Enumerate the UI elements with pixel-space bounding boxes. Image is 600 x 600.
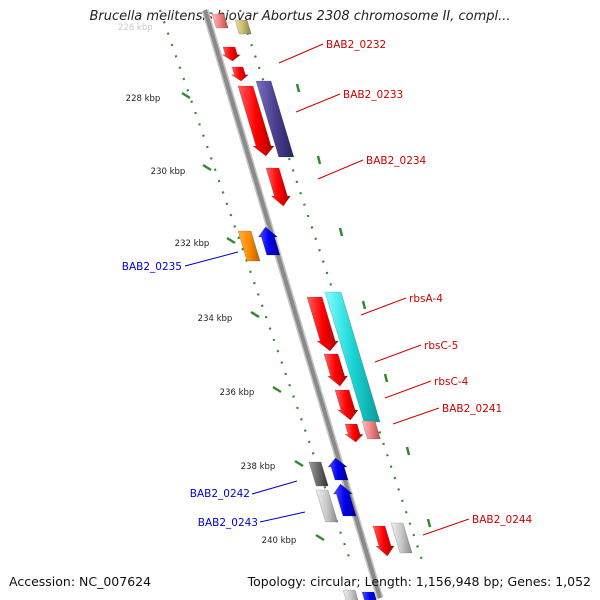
tick-mark-left	[294, 459, 304, 468]
gene-label[interactable]: BAB2_0235	[122, 261, 182, 273]
gene-label-leader	[422, 518, 470, 536]
gene-label[interactable]: BAB2_0232	[326, 39, 386, 51]
gene-label-leader	[360, 297, 407, 316]
tick-mark-right	[383, 373, 389, 383]
tick-mark-left	[226, 236, 236, 245]
gene-label-leader	[278, 43, 324, 64]
tick-label: 234 kbp	[198, 314, 233, 324]
gene-label[interactable]: rbsA-4	[409, 293, 443, 305]
tick-mark-left	[272, 385, 282, 394]
gene-label[interactable]: BAB2_0244	[472, 514, 533, 526]
gene-feature[interactable]	[234, 19, 252, 35]
tick-mark-left	[315, 533, 325, 542]
tick-mark-right	[405, 446, 411, 456]
left-dotted-guide	[158, 9, 352, 561]
gene-feature[interactable]	[237, 230, 261, 262]
gene-label[interactable]: rbsC-5	[424, 340, 458, 352]
gene-label[interactable]: BAB2_0241	[442, 403, 502, 415]
gene-feature[interactable]	[306, 296, 339, 352]
tick-label: 236 kbp	[220, 388, 255, 398]
tick-label: 240 kbp	[262, 536, 297, 546]
gene-label-leader	[317, 159, 364, 180]
gene-feature[interactable]	[315, 489, 339, 523]
svg-text:226 kbp: 226 kbp	[118, 23, 153, 33]
gene-label[interactable]: BAB2_0243	[198, 517, 258, 529]
tick-mark-right	[316, 155, 322, 165]
gene-feature[interactable]	[332, 483, 357, 517]
gene-label[interactable]: BAB2_0233	[343, 89, 403, 101]
gene-label-leader	[251, 480, 298, 495]
tick-label: 228 kbp	[126, 94, 161, 104]
tick-label: 238 kbp	[241, 462, 276, 472]
gene-feature[interactable]	[237, 85, 275, 157]
gene-label-leader	[259, 511, 306, 523]
gene-label-leader	[384, 380, 432, 399]
gene-feature[interactable]	[255, 80, 295, 158]
map-title: Brucella melitensis biovar Abortus 2308 …	[89, 9, 511, 24]
gene-feature[interactable]	[211, 13, 229, 29]
gene-feature[interactable]	[327, 457, 349, 481]
gene-label[interactable]: rbsC-4	[434, 376, 469, 388]
gene-label-leader	[392, 407, 440, 425]
tick-mark-left	[202, 163, 212, 172]
gene-feature[interactable]	[361, 420, 381, 440]
gene-label-leader	[374, 344, 422, 363]
gene-label-leader	[184, 251, 239, 267]
gene-feature[interactable]	[265, 167, 291, 207]
gene-feature[interactable]	[221, 46, 242, 62]
tick-label: 230 kbp	[151, 167, 186, 177]
gene-feature[interactable]	[324, 291, 381, 423]
gene-feature[interactable]	[342, 589, 359, 600]
gene-label-leader	[295, 93, 341, 113]
gene-feature[interactable]	[372, 525, 395, 557]
accession-text: Accession: NC_007624	[9, 574, 152, 589]
tick-mark-right	[361, 300, 367, 310]
tick-mark-left	[181, 91, 191, 100]
gene-feature[interactable]	[230, 66, 250, 82]
tick-mark-right	[295, 83, 301, 93]
gene-feature[interactable]	[361, 591, 378, 600]
gene-feature[interactable]	[308, 461, 329, 487]
tick-mark-right	[426, 518, 432, 528]
tick-label: 232 kbp	[175, 239, 210, 249]
gene-feature[interactable]	[334, 389, 359, 421]
gene-feature[interactable]	[390, 522, 413, 554]
gene-label[interactable]: BAB2_0242	[190, 488, 250, 500]
gene-feature[interactable]	[323, 353, 349, 387]
gene-feature[interactable]	[257, 226, 281, 256]
tick-mark-left	[250, 310, 260, 319]
gene-feature[interactable]	[344, 423, 364, 443]
gene-label[interactable]: BAB2_0234	[366, 155, 427, 167]
tick-mark-right	[338, 227, 344, 237]
topology-stats-text: Topology: circular; Length: 1,156,948 bp…	[247, 574, 591, 589]
